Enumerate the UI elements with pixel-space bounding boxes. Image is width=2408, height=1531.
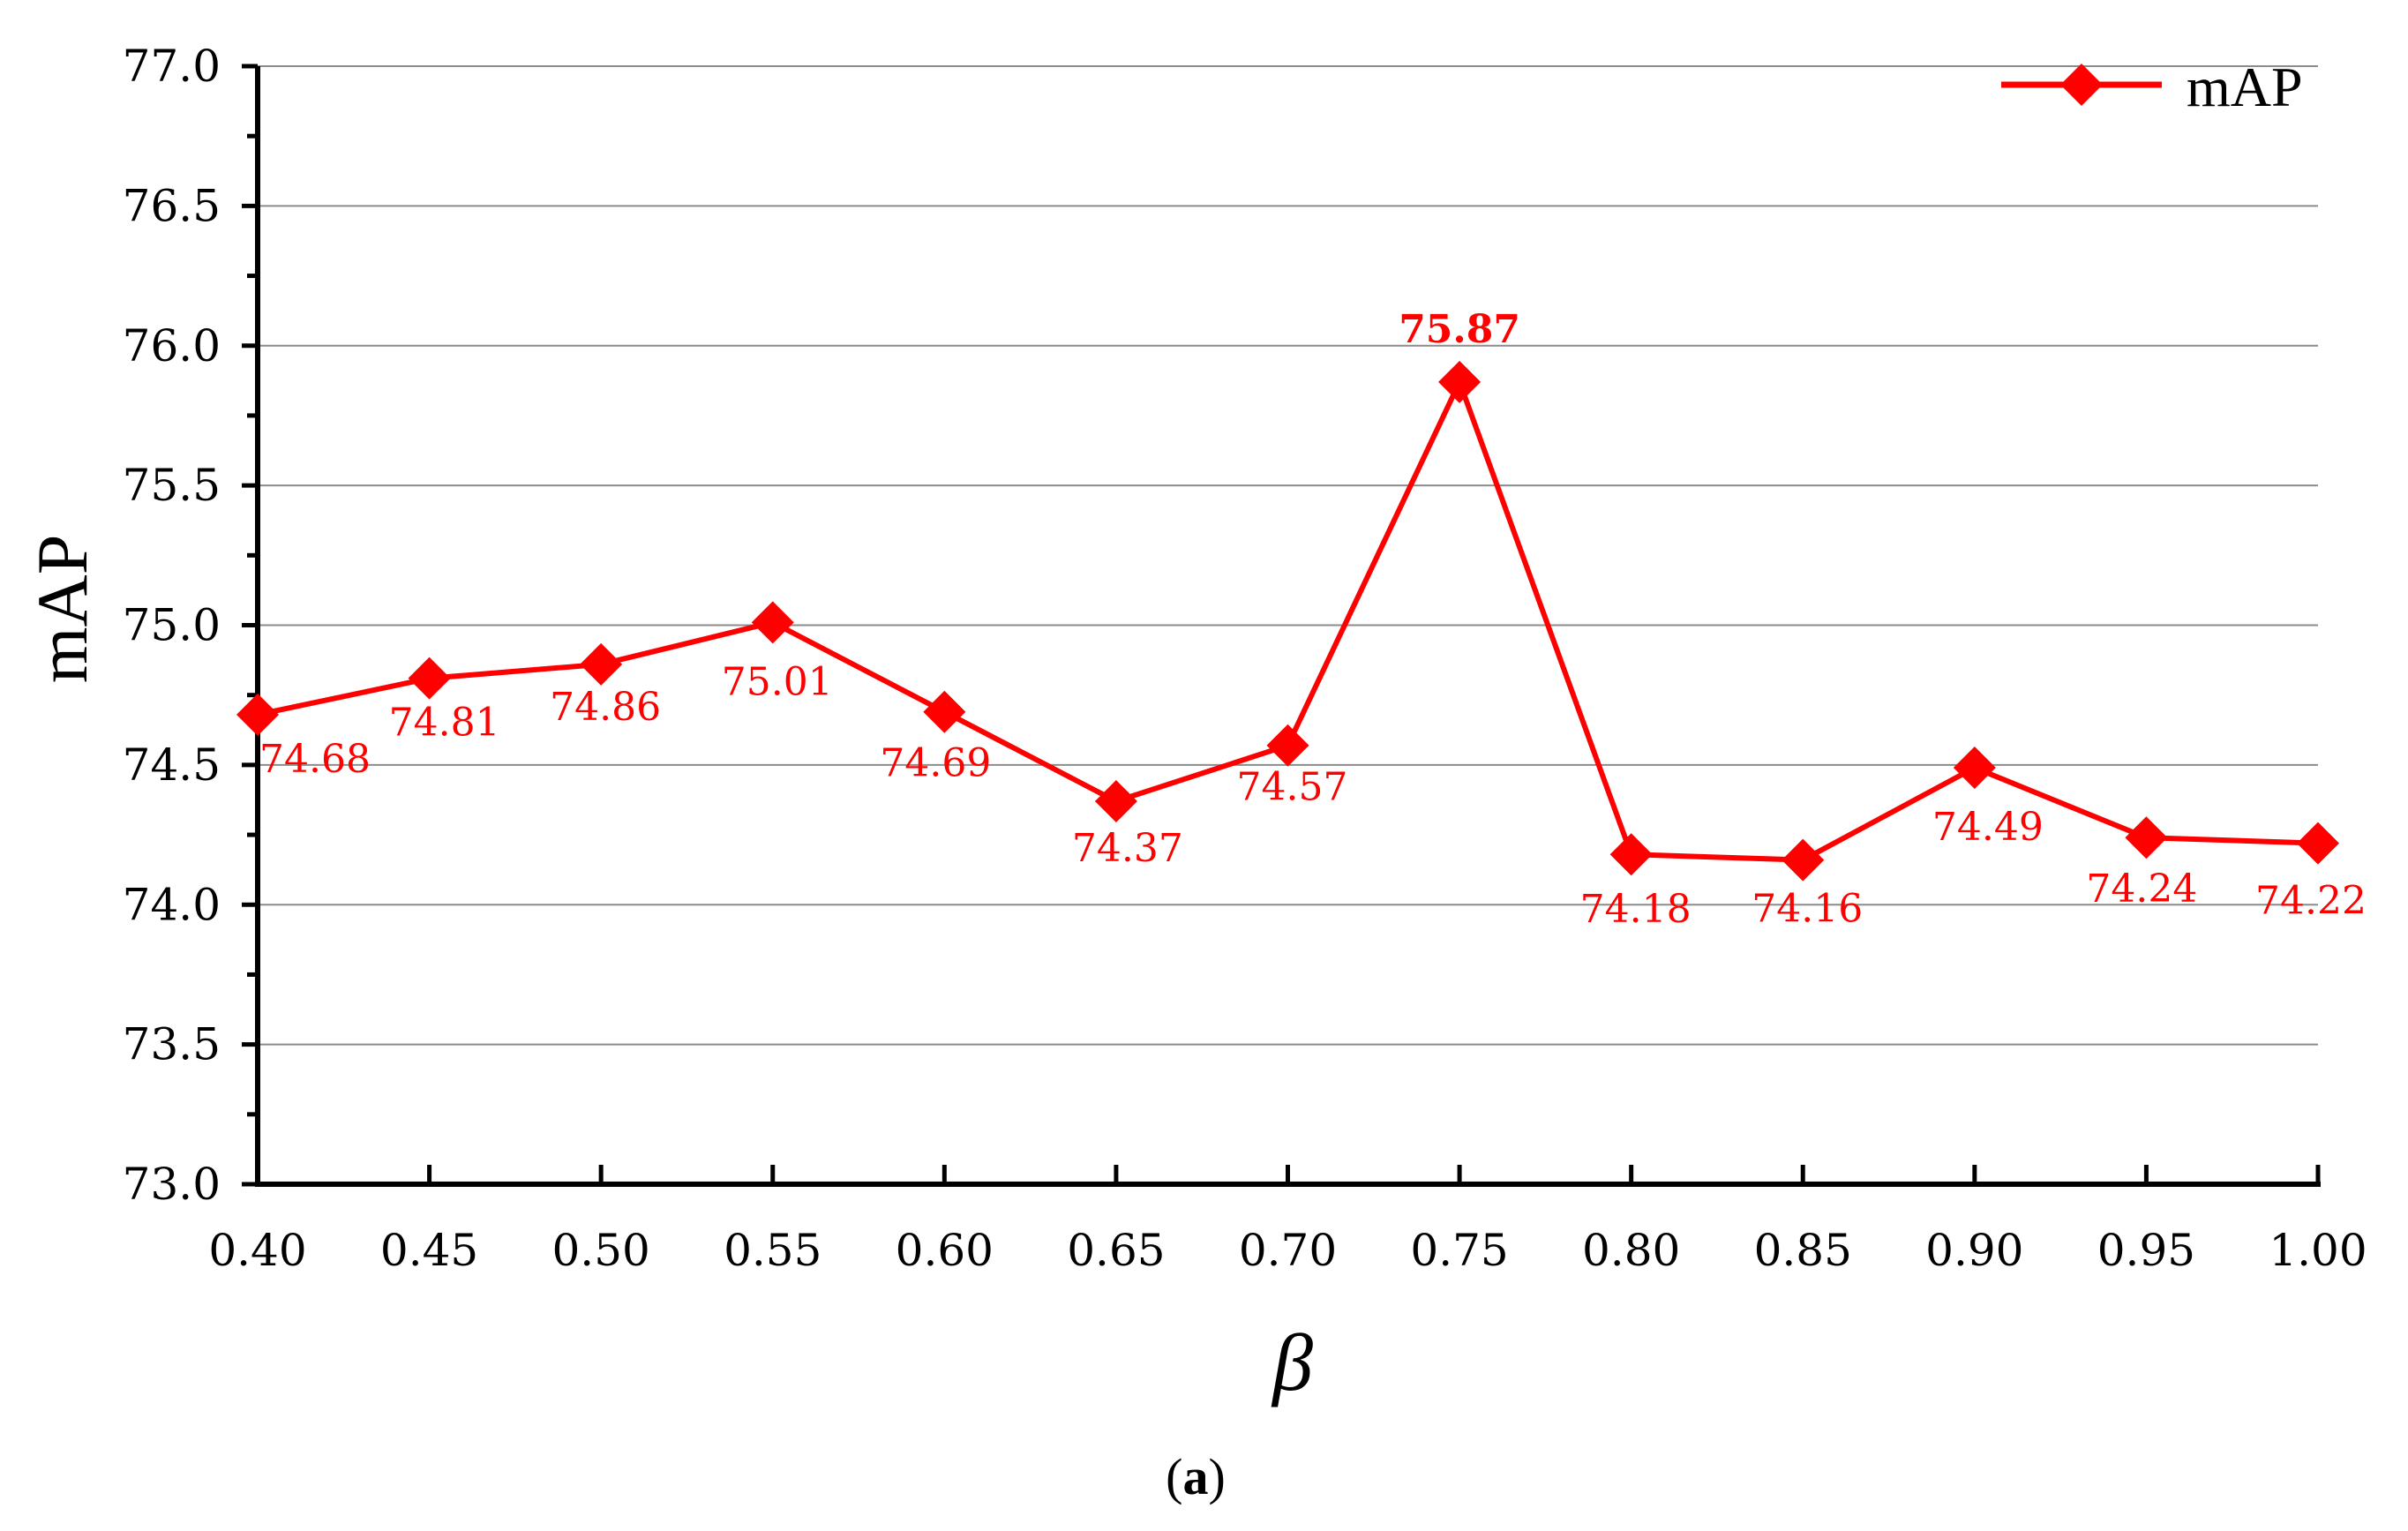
data-label: 74.68: [259, 737, 371, 782]
data-label: 74.57: [1237, 765, 1348, 810]
x-tick-label: 0.95: [2097, 1225, 2195, 1276]
data-label: 74.81: [389, 701, 500, 746]
x-tick-label: 0.45: [380, 1225, 478, 1276]
data-label: 74.16: [1752, 887, 1863, 932]
legend-label: mAP: [2187, 56, 2303, 118]
data-point-marker: [1609, 833, 1653, 876]
data-label: 74.49: [1932, 805, 2044, 850]
data-point-marker: [2125, 816, 2168, 859]
x-tick-label: 0.80: [1582, 1225, 1680, 1276]
y-tick-label: 75.0: [123, 600, 221, 651]
data-label: 74.37: [1072, 826, 1183, 871]
data-point-marker: [408, 657, 451, 700]
y-axis-title: mAP: [22, 535, 102, 684]
data-point-marker: [1266, 724, 1309, 767]
data-point-marker: [236, 693, 279, 736]
x-tick-label: 0.50: [552, 1225, 650, 1276]
data-labels: 74.68 74.81 74.86 75.01 74.69 74.37 74.57 75.87…: [259, 307, 2367, 932]
y-tick-label: 74.5: [123, 739, 221, 791]
y-tick-label: 73.0: [123, 1159, 221, 1210]
y-tick-label: 75.5: [123, 460, 221, 511]
x-tick-label: 0.70: [1239, 1225, 1337, 1276]
x-tick-labels: 0.40 0.45 0.50 0.55 0.60 0.65 0.70 0.75 0.80 0.85…: [208, 1225, 2367, 1276]
data-label: 74.22: [2255, 879, 2367, 924]
x-tick-label: 0.60: [896, 1225, 994, 1276]
x-tick-label: 0.90: [1925, 1225, 2023, 1276]
x-tick-label: 0.75: [1410, 1225, 1508, 1276]
legend: mAP: [2001, 56, 2303, 118]
data-point-marker: [751, 601, 794, 644]
y-tick-label: 73.5: [123, 1019, 221, 1070]
data-point-marker: [1094, 780, 1137, 823]
data-label: 75.01: [722, 659, 833, 704]
grid-lines: [258, 65, 2318, 1046]
x-axis-title: β: [1271, 1317, 1313, 1407]
x-tick-label: 1.00: [2269, 1225, 2367, 1276]
data-point-marker: [2297, 822, 2339, 865]
x-tick-label: 0.65: [1067, 1225, 1165, 1276]
data-label: 74.86: [550, 685, 661, 730]
data-point-marker: [1953, 747, 1996, 790]
x-tick-label: 0.55: [724, 1225, 821, 1276]
data-label: 74.18: [1580, 887, 1692, 932]
data-point-marker: [1782, 838, 1825, 882]
figure-caption: (a): [1166, 1448, 1226, 1505]
data-point-marker: [580, 642, 623, 686]
y-tick-label: 77.0: [123, 41, 221, 92]
y-tick-label: 74.0: [123, 879, 221, 930]
y-tick-labels: 73.0 73.5 74.0 74.5 75.0 75.5 76.0 76.5 77.0: [123, 41, 221, 1210]
y-tick-label: 76.0: [123, 320, 221, 371]
x-tick-label: 0.40: [208, 1225, 306, 1276]
data-label: 74.69: [880, 741, 991, 786]
series-mAP: [236, 360, 2339, 882]
legend-diamond-icon: [2060, 64, 2103, 106]
data-point-marker: [923, 690, 966, 733]
data-label: 74.24: [2086, 867, 2197, 912]
axes: [242, 64, 2321, 1187]
data-point-marker: [1438, 360, 1482, 403]
data-label: 75.87: [1399, 307, 1520, 352]
y-tick-label: 76.5: [123, 180, 221, 231]
x-tick-label: 0.85: [1754, 1225, 1852, 1276]
